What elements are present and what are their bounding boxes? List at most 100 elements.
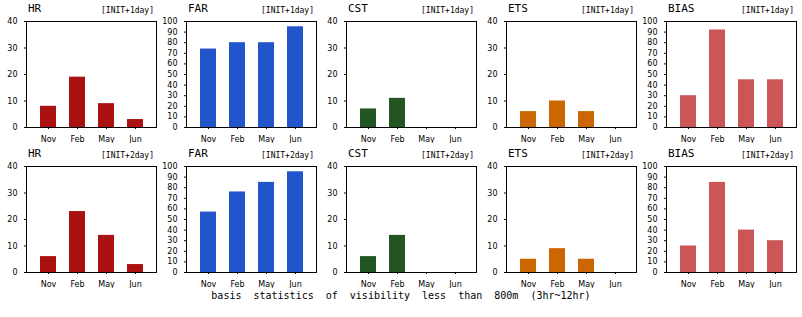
- svg-text:80: 80: [647, 38, 657, 47]
- svg-text:Jun: Jun: [448, 135, 462, 143]
- svg-text:80: 80: [167, 38, 177, 47]
- svg-text:10: 10: [327, 242, 337, 251]
- svg-text:30: 30: [487, 44, 497, 53]
- svg-text:Feb: Feb: [550, 135, 564, 143]
- svg-text:0: 0: [652, 123, 657, 132]
- svg-text:30: 30: [167, 91, 177, 100]
- svg-text:May: May: [578, 135, 595, 143]
- svg-text:50: 50: [647, 215, 657, 224]
- svg-text:10: 10: [167, 257, 177, 266]
- svg-text:0: 0: [332, 123, 337, 132]
- svg-text:90: 90: [167, 173, 177, 182]
- svg-text:Nov: Nov: [521, 135, 537, 143]
- svg-text:Jun: Jun: [768, 280, 782, 288]
- svg-text:Feb: Feb: [230, 135, 244, 143]
- svg-text:Feb: Feb: [550, 280, 564, 288]
- svg-text:Nov: Nov: [201, 280, 217, 288]
- svg-text:30: 30: [7, 189, 17, 198]
- svg-text:0: 0: [12, 268, 17, 277]
- svg-text:90: 90: [167, 28, 177, 37]
- svg-text:100: 100: [162, 162, 177, 171]
- svg-text:Jun: Jun: [448, 280, 462, 288]
- svg-text:20: 20: [487, 215, 497, 224]
- svg-text:May: May: [258, 135, 275, 143]
- svg-text:70: 70: [647, 49, 657, 58]
- svg-text:10: 10: [647, 112, 657, 121]
- svg-text:0: 0: [12, 123, 17, 132]
- svg-text:Nov: Nov: [361, 280, 377, 288]
- svg-text:30: 30: [647, 236, 657, 245]
- svg-text:20: 20: [647, 102, 657, 111]
- svg-text:Jun: Jun: [128, 280, 142, 288]
- svg-text:40: 40: [647, 226, 657, 235]
- svg-text:50: 50: [167, 215, 177, 224]
- svg-text:100: 100: [642, 162, 657, 171]
- svg-text:70: 70: [167, 194, 177, 203]
- svg-text:60: 60: [167, 59, 177, 68]
- svg-text:10: 10: [167, 112, 177, 121]
- svg-text:Nov: Nov: [521, 280, 537, 288]
- svg-text:60: 60: [647, 204, 657, 213]
- svg-text:70: 70: [167, 49, 177, 58]
- svg-text:Jun: Jun: [288, 135, 302, 143]
- svg-text:20: 20: [7, 215, 17, 224]
- svg-text:30: 30: [327, 189, 337, 198]
- svg-text:30: 30: [327, 44, 337, 53]
- svg-text:10: 10: [7, 97, 17, 106]
- svg-text:40: 40: [487, 17, 497, 26]
- svg-text:May: May: [578, 280, 595, 288]
- svg-text:Feb: Feb: [230, 280, 244, 288]
- svg-text:0: 0: [492, 268, 497, 277]
- svg-text:0: 0: [172, 123, 177, 132]
- svg-text:Jun: Jun: [768, 135, 782, 143]
- svg-text:100: 100: [642, 17, 657, 26]
- svg-text:90: 90: [647, 173, 657, 182]
- svg-text:May: May: [418, 135, 435, 143]
- svg-text:20: 20: [167, 102, 177, 111]
- svg-text:80: 80: [647, 183, 657, 192]
- svg-text:Nov: Nov: [681, 135, 697, 143]
- svg-text:30: 30: [487, 189, 497, 198]
- svg-text:90: 90: [647, 28, 657, 37]
- svg-text:Nov: Nov: [681, 280, 697, 288]
- svg-text:60: 60: [647, 59, 657, 68]
- svg-text:Feb: Feb: [710, 135, 724, 143]
- svg-text:May: May: [418, 280, 435, 288]
- svg-text:50: 50: [647, 70, 657, 79]
- svg-text:Nov: Nov: [201, 135, 217, 143]
- svg-text:10: 10: [487, 242, 497, 251]
- svg-text:20: 20: [647, 247, 657, 256]
- svg-text:40: 40: [487, 162, 497, 171]
- svg-text:40: 40: [327, 17, 337, 26]
- svg-text:20: 20: [327, 215, 337, 224]
- svg-text:Nov: Nov: [41, 135, 57, 143]
- svg-text:10: 10: [487, 97, 497, 106]
- svg-text:0: 0: [172, 268, 177, 277]
- svg-text:50: 50: [167, 70, 177, 79]
- svg-text:Feb: Feb: [390, 280, 404, 288]
- svg-text:80: 80: [167, 183, 177, 192]
- svg-text:10: 10: [327, 97, 337, 106]
- svg-text:20: 20: [7, 70, 17, 79]
- svg-text:70: 70: [647, 194, 657, 203]
- svg-text:Feb: Feb: [710, 280, 724, 288]
- svg-text:Nov: Nov: [41, 280, 57, 288]
- svg-text:May: May: [738, 135, 755, 143]
- svg-text:0: 0: [492, 123, 497, 132]
- svg-text:Feb: Feb: [390, 135, 404, 143]
- svg-text:Jun: Jun: [608, 280, 622, 288]
- svg-text:May: May: [98, 135, 115, 143]
- svg-text:0: 0: [332, 268, 337, 277]
- svg-text:Jun: Jun: [288, 280, 302, 288]
- svg-text:May: May: [738, 280, 755, 288]
- svg-text:20: 20: [487, 70, 497, 79]
- svg-text:40: 40: [7, 17, 17, 26]
- svg-text:May: May: [98, 280, 115, 288]
- svg-text:20: 20: [167, 247, 177, 256]
- svg-text:100: 100: [162, 17, 177, 26]
- svg-text:40: 40: [7, 162, 17, 171]
- svg-text:10: 10: [7, 242, 17, 251]
- svg-text:40: 40: [167, 81, 177, 90]
- svg-text:Jun: Jun: [128, 135, 142, 143]
- svg-text:60: 60: [167, 204, 177, 213]
